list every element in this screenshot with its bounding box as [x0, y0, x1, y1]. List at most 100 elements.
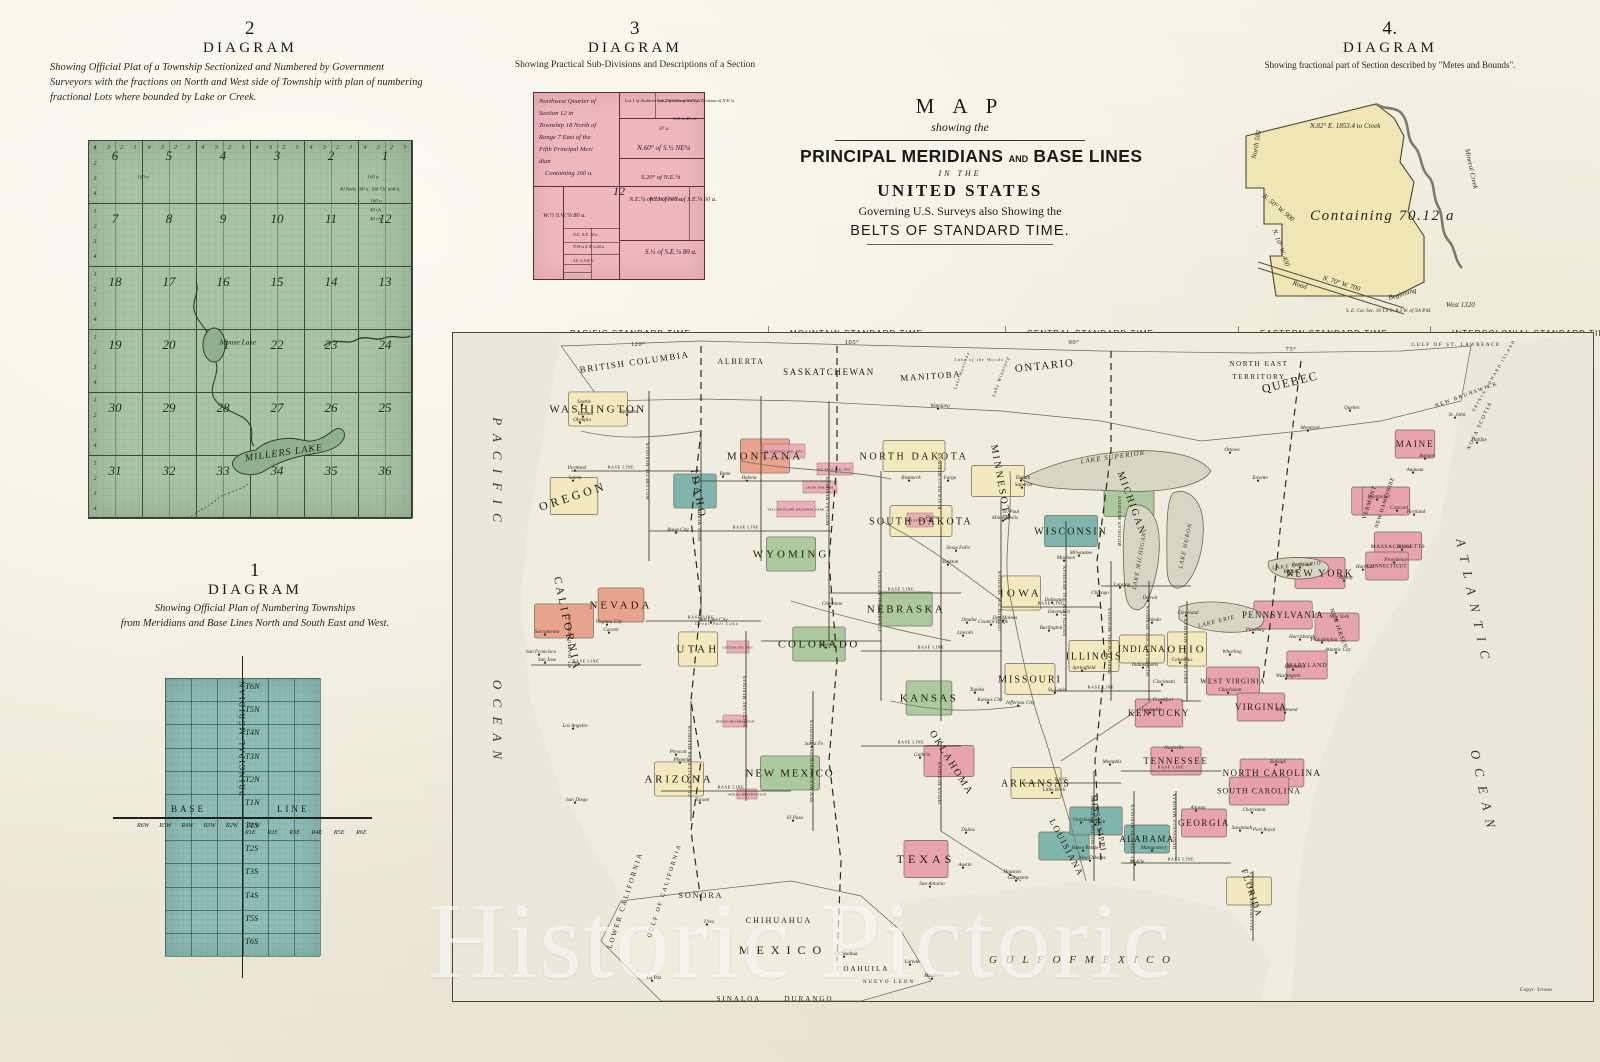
- state-area-idaho[interactable]: [673, 473, 717, 509]
- diagram-4-header: 4. DIAGRAM Showing fractional part of Se…: [1215, 18, 1565, 72]
- state-area-connecticut[interactable]: [1365, 551, 1409, 581]
- city-dot: [1412, 513, 1416, 516]
- city-dot: [907, 479, 911, 482]
- state-area-texas[interactable]: [903, 840, 949, 878]
- plat-quarter-vline: [223, 140, 224, 518]
- city-label: Des Moines: [992, 615, 1018, 621]
- city-label: Helena: [741, 475, 757, 481]
- plat-lot-number: 4: [93, 380, 97, 386]
- plat-lot-number: 1: [187, 145, 191, 151]
- plat-section-number: 12: [378, 210, 392, 226]
- plat-lot-number: 2: [93, 287, 97, 293]
- state-area-new-jersey[interactable]: [1314, 612, 1360, 642]
- state-area-colorado[interactable]: [792, 626, 846, 662]
- plat-lot-number: 4: [201, 145, 205, 151]
- state-area-nevada[interactable]: [597, 587, 645, 623]
- state-area-oklahoma[interactable]: [923, 745, 975, 777]
- plat-section-number: 33: [216, 462, 230, 478]
- plat-section-number: 26: [324, 399, 338, 415]
- city-label: Quebec: [1344, 405, 1361, 411]
- rivers: [580, 430, 1152, 882]
- city-label: San Francisco: [526, 649, 557, 655]
- range-east-label: R6E: [356, 829, 367, 836]
- state-area-indiana[interactable]: [1119, 634, 1165, 664]
- state-area-alabama[interactable]: [1124, 824, 1170, 854]
- city-dot: [1194, 809, 1198, 812]
- state-area-new-hampshire[interactable]: [1361, 486, 1411, 516]
- plat-quarter-hline: [88, 171, 89, 173]
- state-label-missouri: MISSOURI: [998, 674, 1062, 685]
- state-area-georgia[interactable]: [1181, 808, 1227, 838]
- plat-section-number: 36: [378, 462, 392, 478]
- reservation-label-1: FT. PECK IND. RES.: [818, 467, 851, 471]
- state-area-oregon[interactable]: [549, 477, 599, 515]
- state-label-montana: MONTANA: [727, 451, 803, 463]
- ne-hline-2: [619, 158, 705, 159]
- city-label: Salt Lake City: [698, 617, 728, 623]
- township-north-label: T1N: [245, 796, 260, 807]
- city-label: Ures: [704, 919, 714, 925]
- sw-hline-4: [563, 264, 591, 265]
- state-label-kentucky: KENTUCKY: [1128, 708, 1190, 718]
- state-label-iowa: IOWA: [1000, 588, 1042, 600]
- plat-lot-number: 1: [93, 209, 97, 215]
- state-area-kentucky[interactable]: [1134, 698, 1184, 728]
- city-label: Santa Fe: [805, 741, 824, 747]
- city-dot: [1141, 666, 1145, 669]
- state-area-wisconsin[interactable]: [1044, 515, 1098, 547]
- city-dot: [1395, 509, 1399, 512]
- plat-hline: [88, 392, 412, 394]
- main-map-panel[interactable]: WASHINGTON OREGON IDAHO MONTANA WYOMING CALIF…: [452, 332, 1594, 1002]
- plat-lot-number: 3: [322, 145, 326, 151]
- state-area-florida[interactable]: [1226, 876, 1272, 906]
- state-area-new-mexico[interactable]: [760, 755, 820, 791]
- city-dot: [842, 955, 846, 958]
- city-label: Pierre: [924, 515, 939, 521]
- city-dot: [1007, 513, 1011, 516]
- title-principal: PRINCIPAL MERIDIANS: [800, 146, 1004, 166]
- plat-lot-number: 3: [376, 145, 380, 151]
- township-north-label: T3N: [245, 750, 260, 761]
- plat-section-number: 32: [162, 462, 176, 478]
- plat-section-number: 22: [270, 336, 284, 352]
- title-showing-the: showing the: [931, 120, 989, 134]
- state-area-louisiana[interactable]: [1038, 831, 1090, 861]
- city-label: Atlantic City: [1324, 647, 1352, 653]
- meridian-name-8: NEW MEXICO PRINCIPAL MERIDIAN: [809, 720, 814, 803]
- state-area-utah[interactable]: [678, 631, 718, 667]
- city-label: Guthrie: [914, 752, 931, 758]
- state-label-south-dakota: SOUTH DAKOTA: [869, 516, 973, 527]
- state-area-tennessee[interactable]: [1150, 746, 1202, 776]
- state-area-south-carolina[interactable]: [1228, 776, 1290, 806]
- state-area-west-virginia[interactable]: [1205, 666, 1260, 696]
- state-area-maine[interactable]: [1394, 429, 1436, 459]
- plat-section-number: 34: [270, 462, 284, 478]
- city-dot: [1250, 811, 1254, 814]
- diagram-1-caption-line2: from Meridians and Base Lines North and …: [120, 617, 390, 629]
- title-and: AND: [1008, 154, 1029, 164]
- state-area-wyoming[interactable]: [766, 536, 816, 572]
- state-area-nebraska[interactable]: [879, 591, 933, 627]
- diagram-4-caption: Showing fractional part of Section descr…: [1264, 60, 1516, 70]
- ocean-label-1: O C E A N: [490, 680, 505, 762]
- plat-lot-number: 2: [93, 224, 97, 230]
- state-area-illinois[interactable]: [1068, 640, 1120, 672]
- plat-hline: [88, 329, 412, 331]
- state-area-maryland[interactable]: [1286, 650, 1328, 680]
- city-dot: [1298, 638, 1302, 641]
- township-south-label: T6S: [245, 935, 259, 946]
- plat-lot-number: 1: [295, 145, 299, 151]
- state-area-california[interactable]: [534, 603, 594, 639]
- reservation-area-7: [736, 788, 758, 800]
- city-label: Cheyenne: [822, 601, 843, 607]
- city-label: Milwaukee: [1069, 550, 1093, 556]
- state-area-virginia[interactable]: [1236, 692, 1286, 722]
- city-dot: [1256, 479, 1260, 482]
- city-dot: [1226, 691, 1230, 694]
- city-dot: [928, 885, 932, 888]
- diagram-2-caption-line3: fractional Lots where bounded by Lake or…: [50, 91, 257, 103]
- state-area-missouri[interactable]: [1004, 663, 1056, 695]
- city-dot: [946, 563, 950, 566]
- state-area-north-dakota[interactable]: [882, 440, 946, 472]
- city-label: Vicksburg: [1073, 817, 1094, 823]
